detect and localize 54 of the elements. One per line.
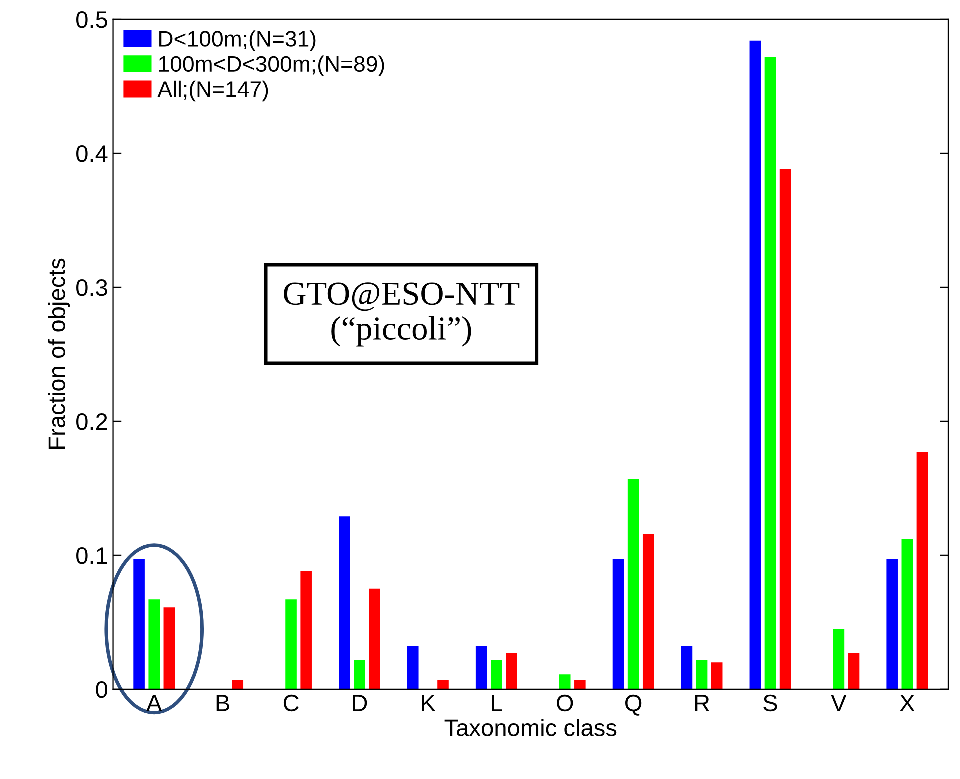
bar bbox=[916, 452, 928, 690]
bar bbox=[232, 680, 244, 690]
x-tick-label: K bbox=[422, 695, 436, 712]
bar bbox=[438, 680, 449, 690]
x-tick-label: D bbox=[353, 695, 368, 712]
bar bbox=[476, 646, 488, 690]
bar bbox=[681, 646, 693, 690]
bar bbox=[491, 660, 502, 690]
x-axis-title: Taxonomic class bbox=[444, 719, 617, 736]
bar bbox=[148, 600, 160, 690]
y-axis-title: Fraction of objects bbox=[48, 258, 70, 449]
legend-label: All;(N=147) bbox=[158, 80, 268, 102]
bar bbox=[833, 629, 845, 690]
bar bbox=[407, 646, 419, 690]
legend-label: 100m<D<300m;(N=89) bbox=[159, 56, 384, 76]
bar bbox=[164, 608, 176, 690]
bar bbox=[780, 170, 792, 690]
bar bbox=[354, 660, 366, 690]
x-tick-label: O bbox=[557, 694, 574, 712]
bar bbox=[559, 674, 571, 690]
x-tick-label: C bbox=[284, 694, 299, 712]
x-tick-label: A bbox=[146, 695, 162, 712]
y-tick-label: 0.1 bbox=[76, 547, 108, 564]
bar bbox=[506, 653, 518, 690]
bar bbox=[750, 40, 762, 690]
bar bbox=[642, 534, 654, 690]
annotation: GTO@ESO-NTT (“piccoli”) bbox=[284, 282, 520, 347]
bar bbox=[339, 516, 350, 690]
bar bbox=[711, 662, 723, 690]
x-tick-label: R bbox=[695, 695, 710, 712]
x-tick-label: X bbox=[900, 695, 915, 712]
x-tick-label: V bbox=[831, 695, 847, 712]
legend-label: D<100m;(N=31) bbox=[160, 30, 316, 52]
y-tick-label: 0.4 bbox=[76, 146, 108, 162]
x-tick-label: B bbox=[216, 695, 230, 712]
bar bbox=[286, 600, 297, 690]
x-tick-label: S bbox=[764, 694, 778, 712]
y-tick-label: 0.5 bbox=[76, 12, 108, 28]
x-tick-label: L bbox=[492, 695, 502, 712]
bar bbox=[764, 56, 776, 690]
x-tick-label: Q bbox=[626, 694, 642, 716]
bar bbox=[369, 588, 380, 690]
y-tick-label: 0.2 bbox=[76, 414, 108, 430]
bar bbox=[134, 559, 145, 690]
y-tick-label: 0.3 bbox=[76, 280, 108, 296]
bar bbox=[902, 539, 914, 690]
bar bbox=[612, 559, 624, 690]
bar bbox=[696, 660, 708, 690]
bar bbox=[848, 653, 860, 690]
bar bbox=[574, 680, 586, 690]
bar bbox=[886, 559, 898, 690]
y-tick-label: 0 bbox=[96, 681, 108, 698]
bar bbox=[628, 479, 640, 690]
bar bbox=[300, 572, 312, 690]
